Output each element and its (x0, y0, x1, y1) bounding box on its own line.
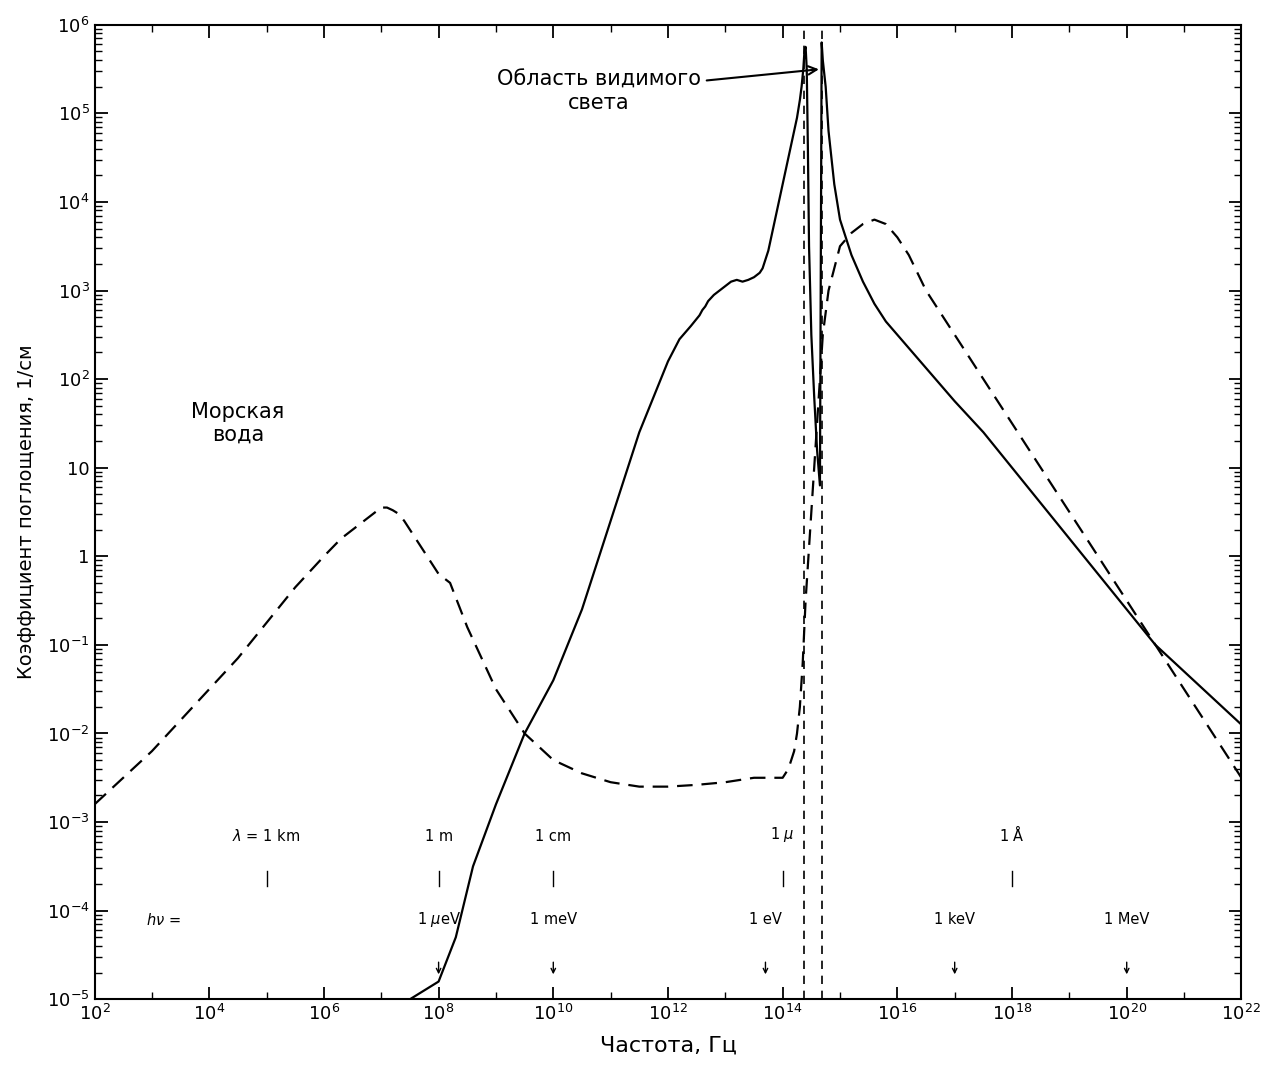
Text: 1 $\mu$: 1 $\mu$ (771, 825, 795, 845)
Text: Область видимого
света: Область видимого света (497, 66, 817, 113)
Text: $\lambda$ = 1 km: $\lambda$ = 1 km (233, 829, 300, 845)
Text: 1 $\mu$eV: 1 $\mu$eV (417, 910, 460, 929)
Y-axis label: Коэффициент поглощения, 1/см: Коэффициент поглощения, 1/см (17, 345, 36, 680)
Text: 1 eV: 1 eV (749, 912, 782, 927)
X-axis label: Частота, Гц: Частота, Гц (599, 1036, 736, 1055)
Text: 1 MeV: 1 MeV (1104, 912, 1149, 927)
Text: $h\nu$ =: $h\nu$ = (146, 911, 180, 927)
Text: 1 meV: 1 meV (529, 912, 576, 927)
Text: Морская
вода: Морская вода (192, 402, 285, 445)
Text: 1 keV: 1 keV (934, 912, 975, 927)
Text: 1 cm: 1 cm (535, 830, 571, 845)
Text: 1 $\rm\AA$: 1 $\rm\AA$ (999, 824, 1025, 845)
Text: 1 m: 1 m (424, 830, 452, 845)
